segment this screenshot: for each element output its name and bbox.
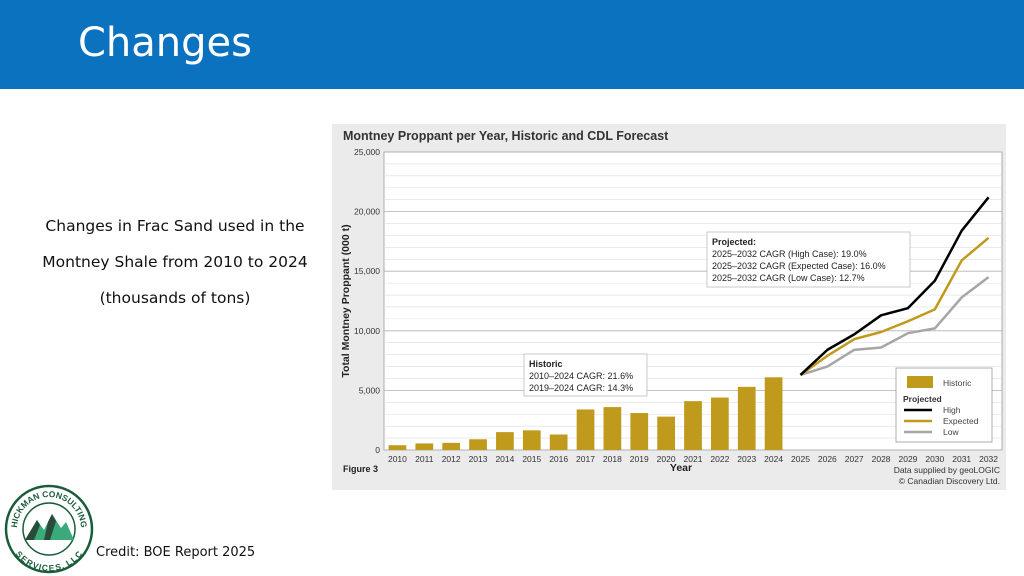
historic-bars — [388, 377, 783, 450]
historic-bar — [522, 430, 541, 450]
credit-text: Credit: BOE Report 2025 — [96, 545, 256, 560]
projected-annotation-line: 2025–2032 CAGR (Expected Case): 16.0% — [712, 261, 886, 271]
figure-label: Figure 3 — [343, 464, 378, 474]
slide-title: Changes — [78, 20, 252, 66]
x-axis: 2010 2011 2012 2013 2014 2015 2016 2017 2018 2019… — [388, 454, 998, 464]
x-tick-label: 2025 — [791, 454, 810, 464]
y-axis: 0 5,000 10,000 15,000 20,000 25,000 — [354, 147, 380, 455]
x-tick-label: 2026 — [818, 454, 837, 464]
historic-bar — [576, 409, 595, 450]
historic-annotation-line: 2019–2024 CAGR: 14.3% — [529, 383, 633, 393]
description-line: (thousands of tons) — [99, 289, 251, 307]
legend-low-label: Low — [943, 427, 959, 437]
x-tick-label: 2018 — [603, 454, 622, 464]
x-tick-label: 2022 — [710, 454, 729, 464]
mountain-shadow-icon — [25, 514, 56, 540]
historic-bar — [630, 413, 649, 450]
historic-annotation-title: Historic — [529, 359, 563, 369]
projected-annotation-box — [706, 231, 911, 288]
x-tick-label: 2032 — [979, 454, 998, 464]
projected-annotation: Projected: 2025–2032 CAGR (High Case): 1… — [706, 231, 911, 288]
x-axis-label: Year — [670, 462, 692, 474]
company-logo: HICKMAN CONSULTING SERVICES, LLC — [4, 484, 94, 574]
y-tick-label: 15,000 — [354, 266, 380, 276]
x-tick-label: 2014 — [495, 454, 514, 464]
description-line: Montney Shale from 2010 to 2024 — [42, 253, 308, 271]
y-tick-label: 10,000 — [354, 326, 380, 336]
x-tick-label: 2024 — [764, 454, 783, 464]
legend-historic-label: Historic — [943, 378, 972, 388]
series-line-high — [799, 196, 990, 376]
x-tick-label: 2020 — [657, 454, 676, 464]
chart-title: Montney Proppant per Year, Historic and … — [343, 129, 669, 143]
historic-annotation: Historic 2010–2024 CAGR: 21.6% 2019–2024… — [523, 353, 648, 397]
projected-annotation-title: Projected: — [712, 237, 756, 247]
projected-lines — [799, 196, 990, 377]
x-tick-label: 2011 — [415, 454, 434, 464]
historic-bar — [657, 416, 675, 450]
legend-historic-swatch — [907, 376, 933, 388]
y-tick-label: 5,000 — [359, 385, 381, 395]
historic-bar — [496, 432, 514, 450]
historic-bar — [684, 401, 702, 450]
description-line: Changes in Frac Sand used in the — [45, 217, 305, 235]
series-line-low — [800, 276, 990, 377]
x-tick-label: 2031 — [952, 454, 971, 464]
title-banner — [0, 0, 1024, 89]
slide-description: Changes in Frac Sand used in the Montney… — [30, 208, 320, 316]
source-line: © Canadian Discovery Ltd. — [899, 476, 1000, 486]
historic-bar — [415, 443, 434, 450]
source-line: Data supplied by geoLOGIC — [894, 465, 1000, 475]
x-tick-label: 2021 — [684, 454, 703, 464]
y-tick-label: 0 — [375, 445, 380, 455]
y-tick-label: 20,000 — [354, 207, 380, 217]
y-axis-label: Total Montney Proppant (000 t) — [340, 224, 352, 377]
historic-bar — [388, 445, 407, 450]
y-tick-label: 25,000 — [354, 147, 380, 157]
x-tick-label: 2017 — [576, 454, 595, 464]
historic-bar — [549, 434, 568, 450]
x-tick-label: 2019 — [630, 454, 649, 464]
x-tick-label: 2029 — [898, 454, 917, 464]
legend-expected-label: Expected — [943, 416, 979, 426]
historic-bar — [764, 377, 783, 450]
projected-annotation-line: 2025–2032 CAGR (Low Case): 12.7% — [712, 273, 865, 283]
x-tick-label: 2027 — [845, 454, 864, 464]
proppant-chart: Montney Proppant per Year, Historic and … — [340, 129, 1003, 486]
projected-annotation-line: 2025–2032 CAGR (High Case): 19.0% — [712, 249, 867, 259]
historic-bar — [442, 442, 461, 450]
x-tick-label: 2015 — [522, 454, 541, 464]
historic-annotation-line: 2010–2024 CAGR: 21.6% — [529, 371, 633, 381]
x-tick-label: 2023 — [737, 454, 756, 464]
x-tick-label: 2016 — [549, 454, 568, 464]
historic-bar — [603, 407, 622, 450]
historic-annotation-box — [523, 353, 648, 397]
chart-legend: Historic Projected High Expected Low — [895, 367, 993, 443]
chart-panel: Montney Proppant per Year, Historic and … — [332, 124, 1006, 490]
x-tick-label: 2010 — [388, 454, 407, 464]
historic-bar — [711, 397, 729, 450]
legend-projected-title: Projected — [903, 394, 942, 404]
historic-bar — [469, 439, 487, 450]
x-tick-label: 2028 — [872, 454, 891, 464]
historic-bar — [737, 386, 756, 450]
x-tick-label: 2013 — [469, 454, 488, 464]
legend-high-label: High — [943, 405, 961, 415]
series-line-expected — [799, 236, 990, 376]
x-tick-label: 2012 — [442, 454, 461, 464]
x-tick-label: 2030 — [925, 454, 944, 464]
